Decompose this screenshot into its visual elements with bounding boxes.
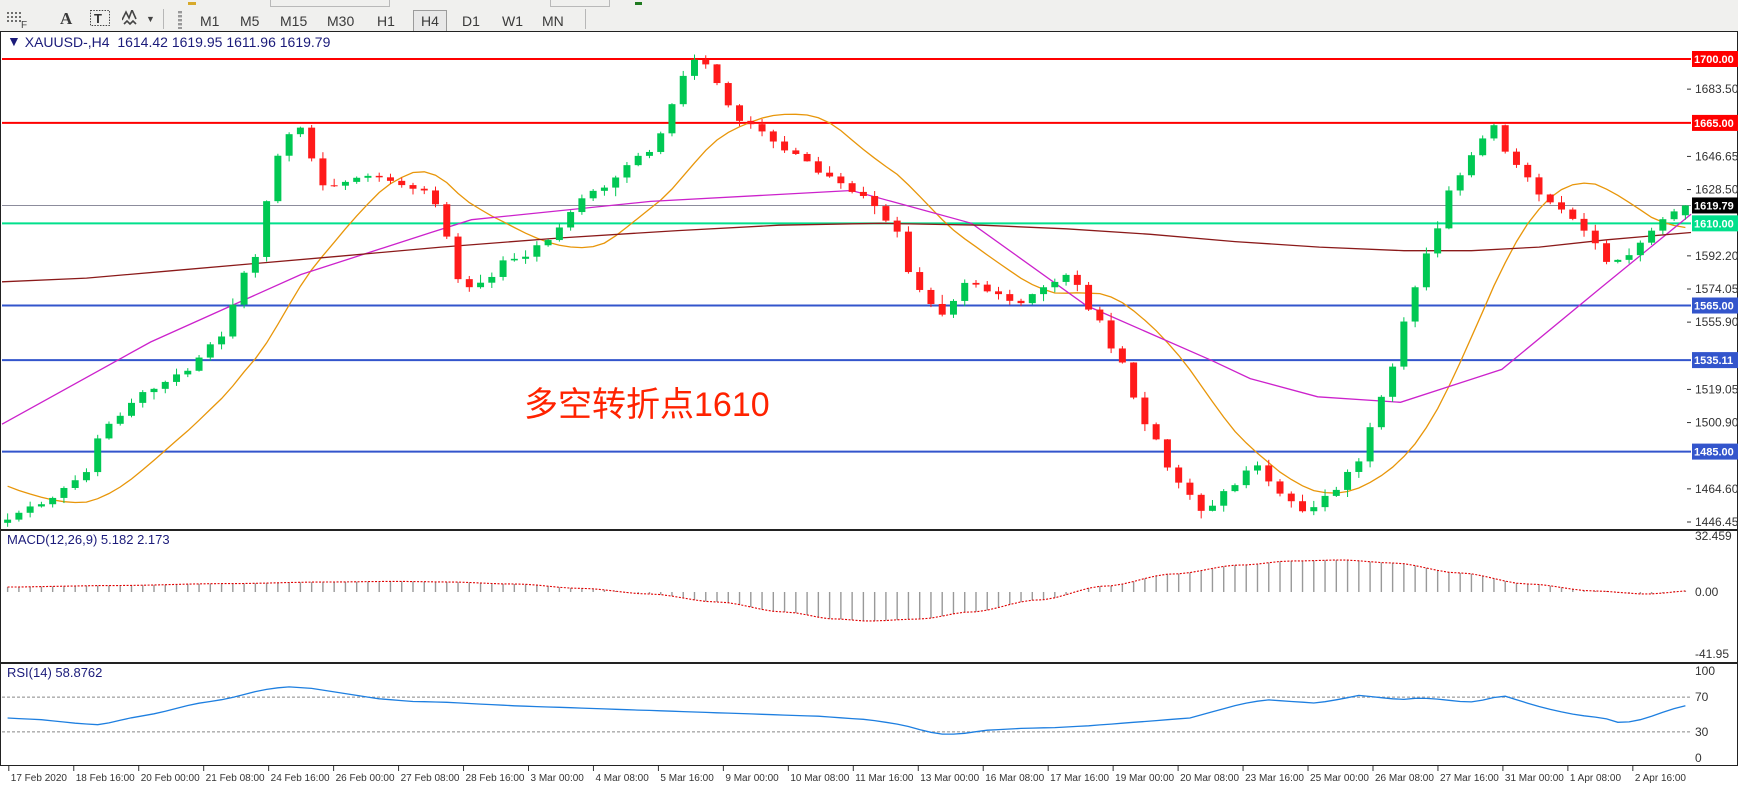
svg-text:26 Feb 00:00: 26 Feb 00:00 — [336, 773, 395, 784]
svg-text:0: 0 — [1695, 751, 1702, 765]
svg-text:100: 100 — [1695, 664, 1715, 678]
svg-text:28 Feb 16:00: 28 Feb 16:00 — [466, 773, 525, 784]
svg-text:11 Mar 16:00: 11 Mar 16:00 — [855, 773, 914, 784]
svg-text:0.00: 0.00 — [1695, 585, 1719, 599]
svg-text:25 Mar 00:00: 25 Mar 00:00 — [1310, 773, 1369, 784]
svg-text:20 Feb 00:00: 20 Feb 00:00 — [141, 773, 200, 784]
svg-text:1464.60: 1464.60 — [1695, 482, 1738, 496]
svg-text:20 Mar 08:00: 20 Mar 08:00 — [1180, 773, 1239, 784]
svg-text:1500.90: 1500.90 — [1695, 416, 1738, 430]
svg-text:27 Feb 08:00: 27 Feb 08:00 — [401, 773, 460, 784]
svg-text:24 Feb 16:00: 24 Feb 16:00 — [271, 773, 330, 784]
svg-text:13 Mar 00:00: 13 Mar 00:00 — [920, 773, 979, 784]
svg-text:18 Feb 16:00: 18 Feb 16:00 — [76, 773, 135, 784]
svg-text:1665.00: 1665.00 — [1694, 118, 1734, 130]
svg-text:70: 70 — [1695, 690, 1709, 704]
svg-text:17 Feb 2020: 17 Feb 2020 — [11, 773, 68, 784]
svg-text:30: 30 — [1695, 725, 1709, 739]
svg-text:10 Mar 08:00: 10 Mar 08:00 — [790, 773, 849, 784]
svg-text:9 Mar 00:00: 9 Mar 00:00 — [725, 773, 779, 784]
svg-text:1628.50: 1628.50 — [1695, 183, 1738, 197]
svg-text:-41.95: -41.95 — [1695, 647, 1729, 661]
svg-text:T: T — [94, 11, 102, 26]
svg-text:1646.65: 1646.65 — [1695, 149, 1738, 163]
svg-text:1565.00: 1565.00 — [1694, 301, 1734, 313]
svg-text:4 Mar 08:00: 4 Mar 08:00 — [595, 773, 649, 784]
svg-text:3 Mar 00:00: 3 Mar 00:00 — [530, 773, 584, 784]
svg-text:16 Mar 08:00: 16 Mar 08:00 — [985, 773, 1044, 784]
svg-text:27 Mar 16:00: 27 Mar 16:00 — [1440, 773, 1499, 784]
svg-text:1700.00: 1700.00 — [1694, 54, 1734, 66]
svg-text:17 Mar 16:00: 17 Mar 16:00 — [1050, 773, 1109, 784]
svg-text:1519.05: 1519.05 — [1695, 382, 1738, 396]
svg-text:21 Feb 08:00: 21 Feb 08:00 — [206, 773, 265, 784]
svg-text:31 Mar 00:00: 31 Mar 00:00 — [1505, 773, 1564, 784]
svg-text:1619.79: 1619.79 — [1694, 200, 1734, 212]
svg-text:1683.50: 1683.50 — [1695, 82, 1738, 96]
svg-text:多空转折点1610: 多空转折点1610 — [524, 386, 770, 424]
svg-text:32.459: 32.459 — [1695, 530, 1732, 543]
svg-text:5 Mar 16:00: 5 Mar 16:00 — [660, 773, 714, 784]
svg-text:1592.20: 1592.20 — [1695, 249, 1738, 263]
svg-text:1485.00: 1485.00 — [1694, 447, 1734, 459]
svg-text:2 Apr 16:00: 2 Apr 16:00 — [1635, 773, 1687, 784]
svg-text:1610.00: 1610.00 — [1694, 218, 1734, 230]
svg-text:1535.11: 1535.11 — [1694, 355, 1733, 367]
svg-text:1 Apr 08:00: 1 Apr 08:00 — [1570, 773, 1622, 784]
svg-text:26 Mar 08:00: 26 Mar 08:00 — [1375, 773, 1434, 784]
svg-text:1574.05: 1574.05 — [1695, 282, 1738, 296]
svg-text:1555.90: 1555.90 — [1695, 315, 1738, 329]
svg-text:23 Mar 16:00: 23 Mar 16:00 — [1245, 773, 1304, 784]
svg-text:1446.45: 1446.45 — [1695, 515, 1738, 529]
svg-text:F: F — [21, 20, 27, 28]
svg-text:19 Mar 00:00: 19 Mar 00:00 — [1115, 773, 1174, 784]
